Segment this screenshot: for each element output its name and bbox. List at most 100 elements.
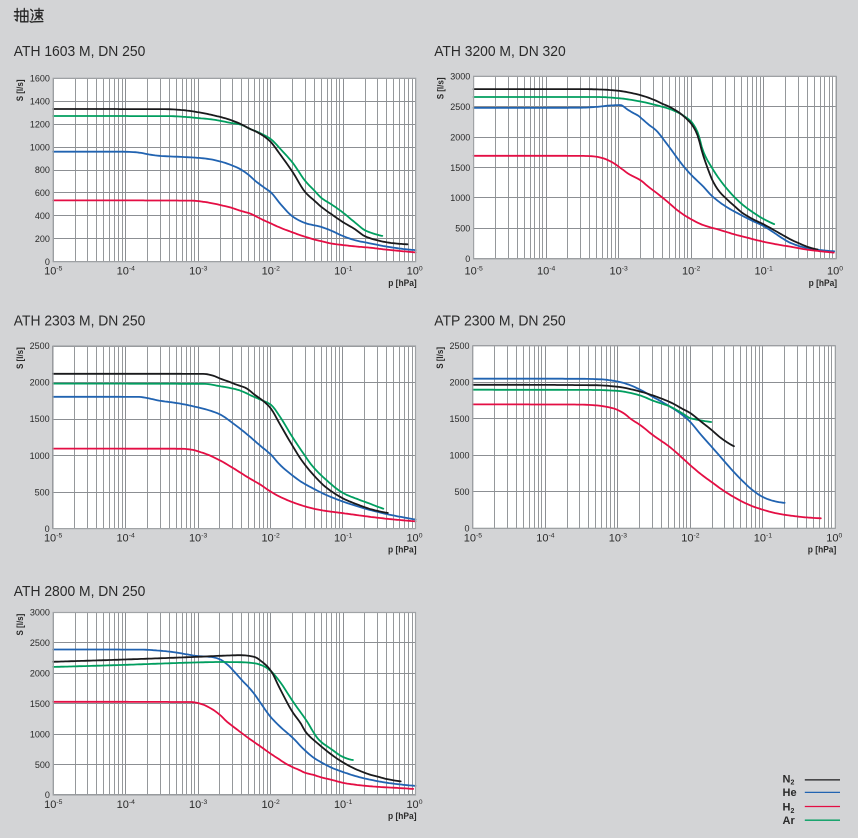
svg-text:10: 10: [44, 265, 56, 277]
svg-text:0: 0: [419, 265, 423, 272]
svg-text:1000: 1000: [30, 729, 50, 739]
svg-text:500: 500: [35, 760, 50, 770]
svg-text:1000: 1000: [450, 193, 470, 203]
svg-text:10: 10: [262, 265, 274, 277]
svg-text:1500: 1500: [450, 163, 470, 173]
svg-text:ATH 2800 M, DN 250: ATH 2800 M, DN 250: [14, 583, 146, 600]
svg-text:2000: 2000: [450, 132, 470, 142]
svg-text:ATP 2300 M, DN 250: ATP 2300 M, DN 250: [434, 313, 566, 330]
svg-text:10: 10: [117, 265, 129, 277]
svg-text:-3: -3: [201, 532, 207, 539]
svg-text:ATH 3200 M, DN 320: ATH 3200 M, DN 320: [434, 43, 566, 60]
svg-text:H2: H2: [783, 802, 795, 815]
svg-text:10: 10: [117, 799, 129, 811]
svg-text:-2: -2: [694, 265, 700, 272]
svg-text:-1: -1: [346, 532, 352, 539]
svg-text:10: 10: [261, 533, 273, 545]
svg-text:1500: 1500: [30, 699, 50, 709]
svg-text:-2: -2: [274, 265, 280, 272]
svg-text:p [hPa]: p [hPa]: [809, 278, 838, 289]
svg-text:800: 800: [35, 165, 50, 175]
svg-text:0: 0: [839, 532, 843, 539]
svg-text:200: 200: [35, 234, 50, 244]
svg-text:0: 0: [839, 265, 843, 272]
svg-text:1500: 1500: [30, 414, 50, 424]
svg-text:2500: 2500: [450, 102, 470, 112]
svg-text:Ar: Ar: [783, 815, 796, 827]
svg-text:-1: -1: [767, 265, 773, 272]
svg-text:500: 500: [454, 487, 469, 497]
svg-text:-3: -3: [622, 265, 628, 272]
svg-text:-1: -1: [766, 532, 772, 539]
svg-text:-4: -4: [129, 799, 135, 806]
svg-text:10: 10: [826, 533, 838, 545]
svg-text:10: 10: [44, 799, 56, 811]
svg-text:2500: 2500: [449, 341, 469, 351]
svg-text:-5: -5: [56, 532, 62, 539]
svg-text:0: 0: [45, 790, 50, 800]
svg-text:S [l/s]: S [l/s]: [15, 614, 25, 636]
svg-text:10: 10: [536, 533, 548, 545]
svg-text:-1: -1: [346, 265, 352, 272]
svg-text:500: 500: [35, 487, 50, 497]
svg-text:-5: -5: [477, 265, 483, 272]
svg-text:10: 10: [682, 265, 694, 277]
svg-text:-4: -4: [549, 532, 555, 539]
svg-text:10: 10: [262, 799, 274, 811]
svg-text:-2: -2: [694, 532, 700, 539]
svg-text:-1: -1: [346, 799, 352, 806]
svg-text:-5: -5: [56, 799, 62, 806]
svg-text:1400: 1400: [30, 96, 50, 106]
svg-text:0: 0: [464, 524, 469, 534]
svg-text:-4: -4: [549, 265, 555, 272]
svg-text:-2: -2: [274, 799, 280, 806]
svg-text:10: 10: [407, 265, 419, 277]
svg-text:10: 10: [334, 533, 346, 545]
svg-text:10: 10: [465, 265, 477, 277]
svg-text:S [l/s]: S [l/s]: [435, 347, 445, 369]
svg-text:400: 400: [35, 211, 50, 221]
svg-text:10: 10: [406, 799, 418, 811]
svg-text:10: 10: [189, 265, 201, 277]
svg-text:500: 500: [455, 224, 470, 234]
svg-text:0: 0: [45, 524, 50, 534]
svg-text:-4: -4: [129, 532, 135, 539]
svg-text:10: 10: [334, 799, 346, 811]
svg-text:3000: 3000: [450, 72, 470, 82]
svg-text:10: 10: [189, 799, 201, 811]
svg-text:1000: 1000: [30, 142, 50, 152]
svg-text:N2: N2: [783, 773, 795, 786]
svg-text:-2: -2: [274, 532, 280, 539]
svg-text:p [hPa]: p [hPa]: [388, 545, 417, 556]
svg-text:p [hPa]: p [hPa]: [808, 545, 837, 556]
svg-text:2000: 2000: [30, 378, 50, 388]
svg-text:10: 10: [116, 533, 128, 545]
svg-text:S [l/s]: S [l/s]: [15, 347, 25, 369]
svg-text:2000: 2000: [449, 378, 469, 388]
svg-text:2000: 2000: [30, 669, 50, 679]
svg-text:ATH 2303 M, DN 250: ATH 2303 M, DN 250: [14, 313, 146, 330]
svg-text:1000: 1000: [449, 451, 469, 461]
svg-text:10: 10: [610, 265, 622, 277]
svg-text:He: He: [783, 787, 797, 799]
svg-text:-3: -3: [201, 265, 207, 272]
svg-text:10: 10: [406, 533, 418, 545]
svg-text:-5: -5: [476, 532, 482, 539]
svg-text:600: 600: [35, 188, 50, 198]
svg-text:10: 10: [755, 265, 767, 277]
svg-text:-3: -3: [621, 532, 627, 539]
svg-text:10: 10: [464, 533, 476, 545]
svg-text:10: 10: [537, 265, 549, 277]
svg-text:1500: 1500: [449, 414, 469, 424]
svg-text:S [l/s]: S [l/s]: [15, 80, 25, 102]
svg-text:10: 10: [681, 533, 693, 545]
svg-text:0: 0: [45, 257, 50, 267]
svg-text:1000: 1000: [30, 451, 50, 461]
svg-text:-4: -4: [129, 265, 135, 272]
svg-text:S [l/s]: S [l/s]: [436, 78, 446, 100]
svg-text:2500: 2500: [30, 341, 50, 351]
svg-text:1600: 1600: [30, 74, 50, 84]
svg-text:p [hPa]: p [hPa]: [388, 811, 417, 822]
svg-text:10: 10: [44, 533, 56, 545]
svg-text:2500: 2500: [30, 638, 50, 648]
